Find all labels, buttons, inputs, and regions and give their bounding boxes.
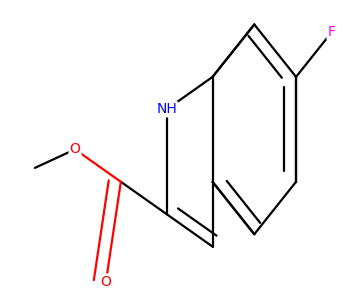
Text: F: F [328,25,335,39]
Text: O: O [69,142,80,156]
Text: O: O [101,274,111,289]
Text: NH: NH [156,102,177,116]
